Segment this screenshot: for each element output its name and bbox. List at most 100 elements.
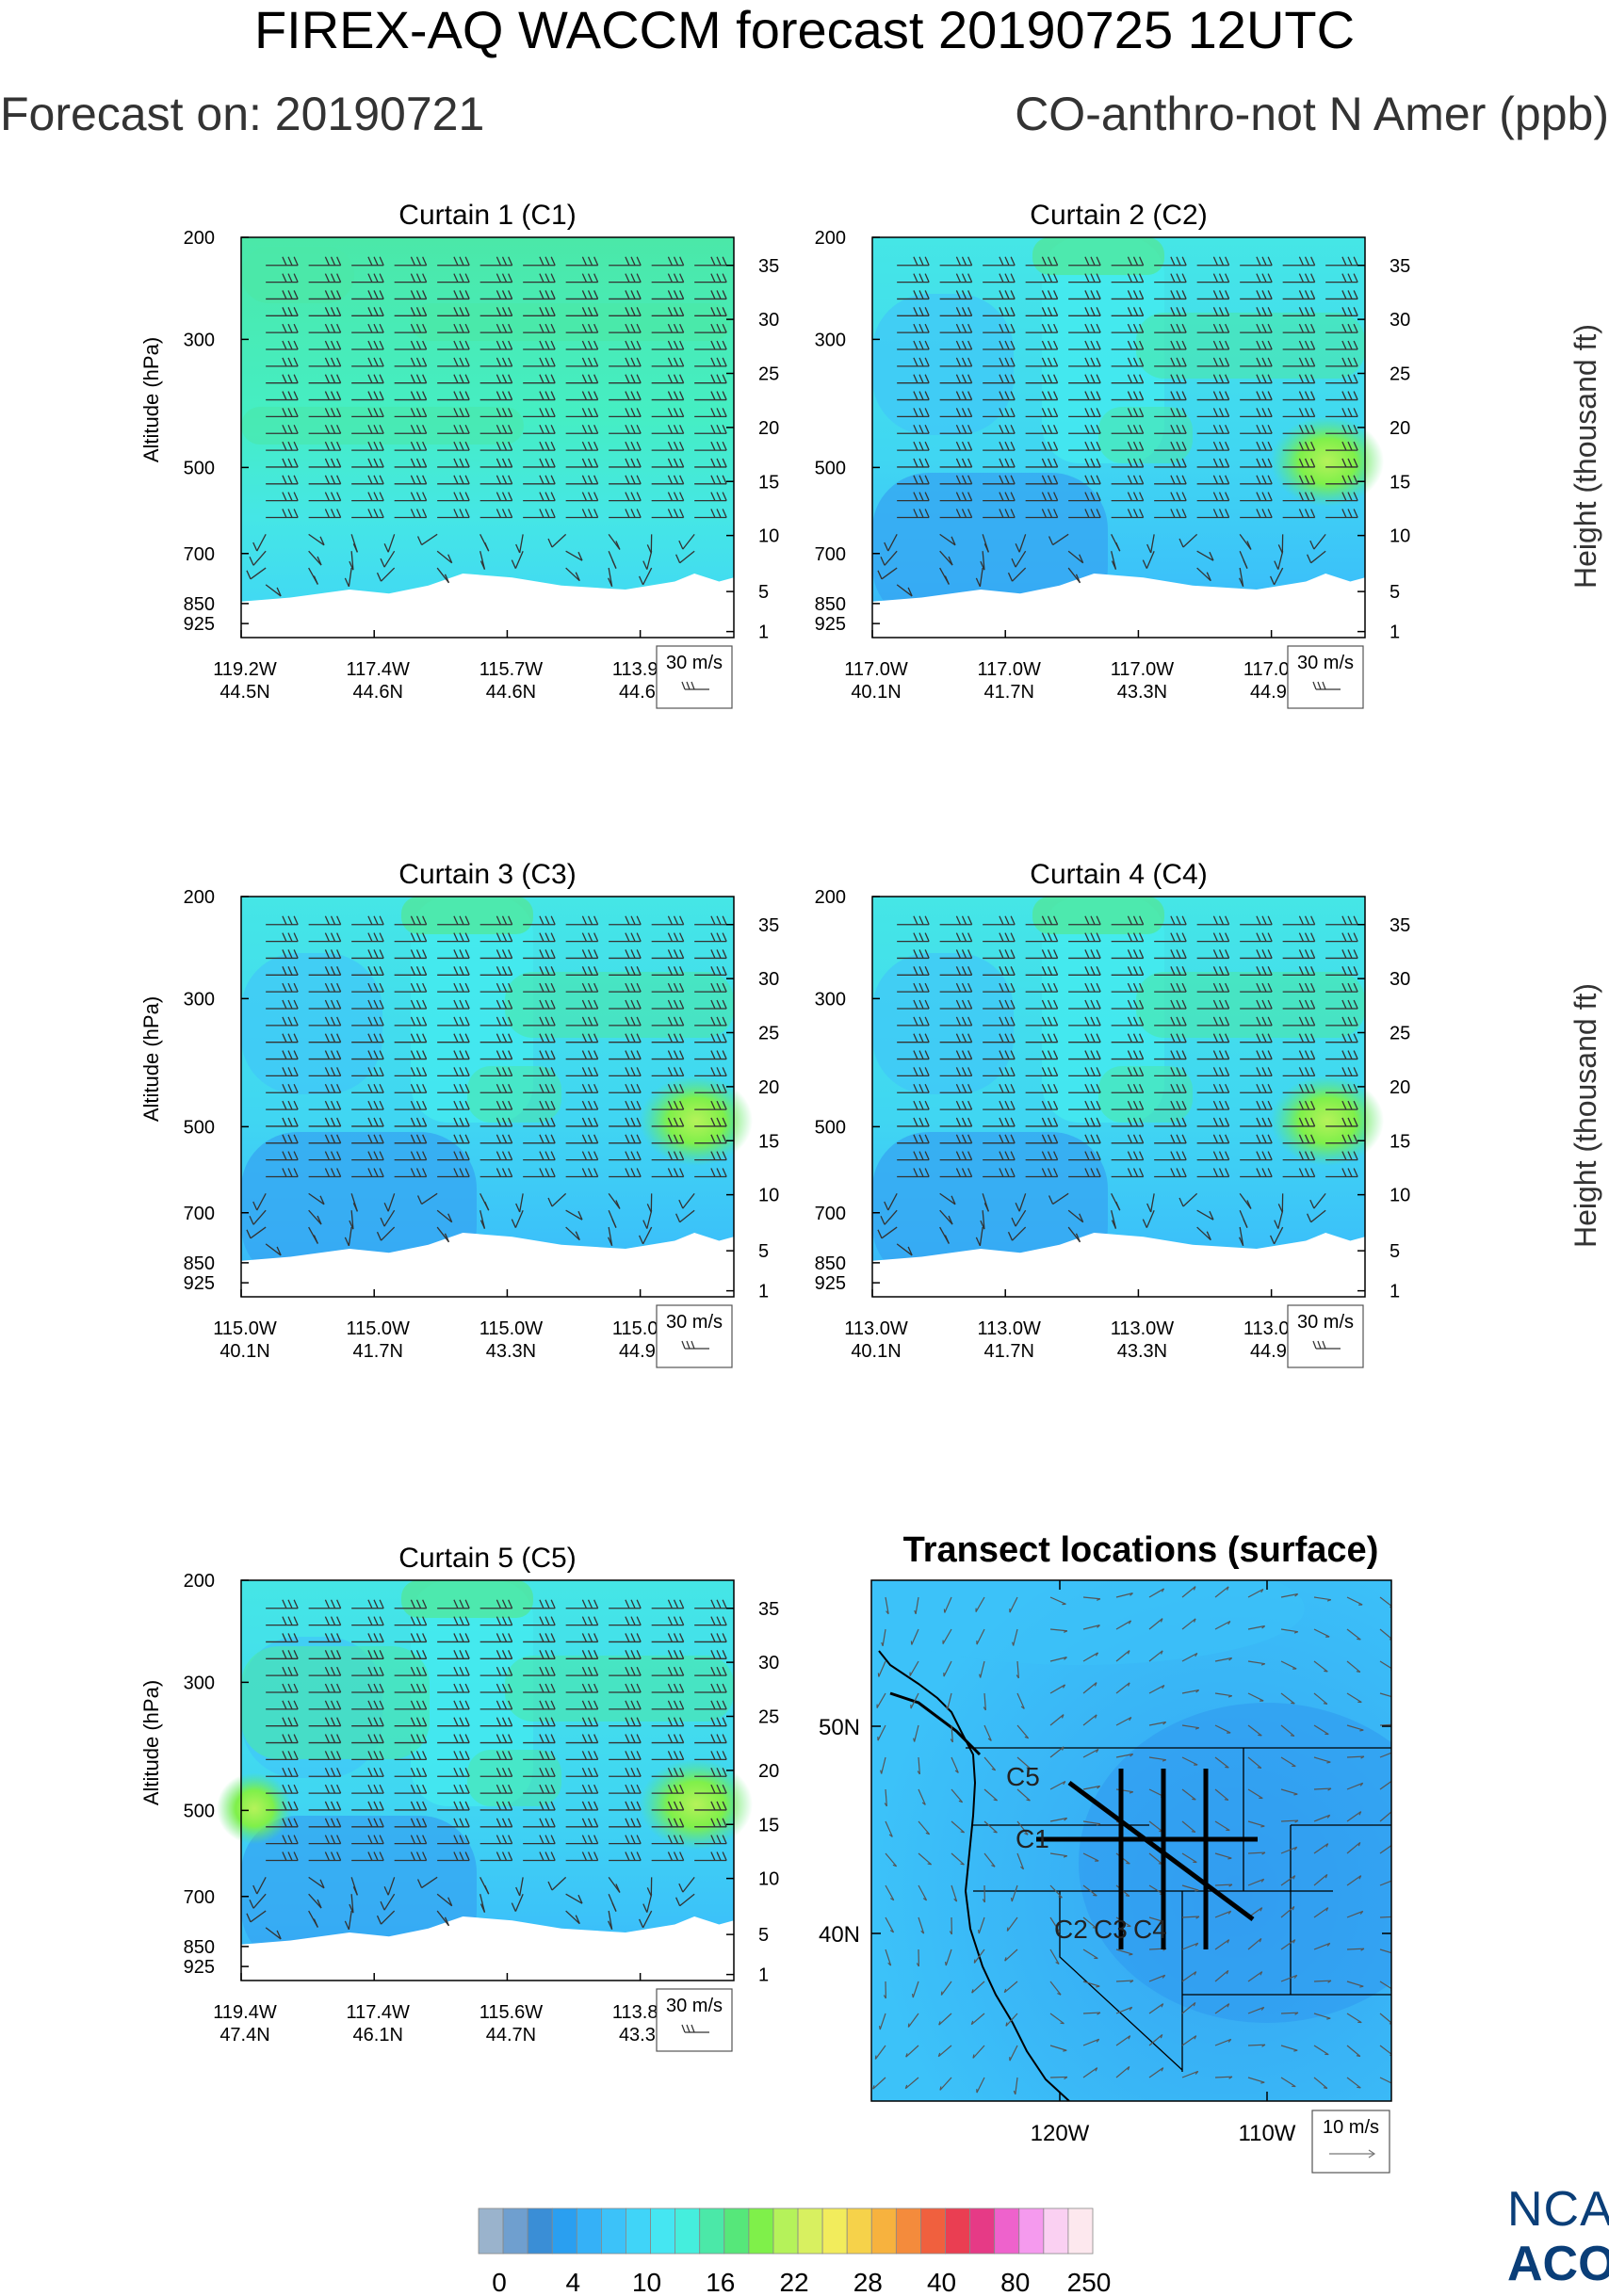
wind-barb-flag (1341, 1151, 1347, 1160)
wind-barb-flag (373, 475, 379, 485)
wind-barb-flag (410, 1083, 416, 1093)
wind-barb-flag (716, 441, 722, 451)
wind-barb-flag (282, 441, 287, 451)
wind-barb-flag (367, 999, 373, 1010)
wind-barb-flag (1176, 475, 1181, 485)
wind-barb-flag (1090, 932, 1096, 942)
wind-barb-flag (319, 1879, 325, 1889)
map-wind-arrow (885, 1948, 892, 1966)
wind-barb-flag (453, 1016, 459, 1027)
wind-barb-flag (453, 999, 459, 1010)
wind-barb-flag (539, 475, 544, 485)
wind-barb-flag (630, 290, 636, 299)
wind-barb-flag (367, 1633, 373, 1642)
wind-barb-flag (1127, 1050, 1133, 1059)
wind-barb-flag (539, 340, 544, 350)
wind-barb-flag (464, 1117, 470, 1127)
height-tick-label: 35 (1390, 256, 1410, 277)
map-wind-arrow (1346, 1981, 1364, 1987)
wind-barb-flag (722, 340, 727, 350)
wind-barb-flag (544, 408, 550, 417)
wind-barb-flag (287, 1100, 293, 1110)
wind-barb (646, 551, 653, 570)
wind-barb-flag (924, 1168, 930, 1177)
wind-barb-flag (913, 458, 918, 468)
wind-barb-flag (293, 949, 299, 959)
wind-barb (350, 1894, 354, 1914)
wind-barb-flag (673, 340, 679, 350)
map-wind-arrowhead (1257, 1767, 1261, 1770)
wind-barb-flag (373, 1666, 379, 1676)
wind-barb-flag (410, 509, 416, 518)
wind-barb-flag (422, 424, 428, 434)
wind-barb-flag (453, 374, 459, 383)
wind-barb-flag (550, 1616, 556, 1625)
wind-barb-flag (422, 915, 428, 926)
wind-barb-flag (1310, 1134, 1316, 1144)
wind-barb-flag (415, 1616, 422, 1625)
wind-barb-flag (373, 1818, 379, 1828)
wind-barb-flag (1096, 1050, 1101, 1059)
wind-barb-flag (464, 1134, 470, 1144)
wind-barb-flag (1096, 932, 1101, 942)
wind-barb-flag (1310, 475, 1316, 485)
wind-barb-flag (410, 323, 416, 333)
wind-barb-flag (336, 932, 342, 942)
wind-barb-flag (1310, 391, 1316, 400)
wind-barb-flag (918, 323, 924, 333)
wind-barb-flag (1139, 1016, 1145, 1027)
wind-barb-flag (330, 1700, 336, 1710)
wind-barb-flag (1298, 458, 1305, 468)
wind-barb (1150, 1193, 1155, 1213)
wind-barb-flag (336, 1100, 342, 1110)
wind-barb-flag (1261, 1151, 1267, 1160)
wind-barb-flag (1212, 307, 1219, 316)
map-wind-arrowhead (1195, 1690, 1200, 1693)
wind-barb-flag (673, 441, 679, 451)
map-wind-arrow (983, 1852, 996, 1868)
wind-barb-flag (447, 1897, 453, 1907)
wind-barb-flag (630, 1650, 636, 1659)
wind-barb-flag (967, 1168, 973, 1177)
wind-barb-flag (249, 557, 254, 566)
wind-barb-flag (282, 1083, 287, 1093)
wind-barb (679, 1209, 695, 1223)
wind-barb-flag (636, 340, 642, 350)
wind-barb-flag (496, 1616, 502, 1625)
wind-barb-flag (410, 340, 416, 350)
map-wind-arrow (879, 2013, 886, 2030)
wind-barb-flag (722, 982, 727, 993)
wind-barb-flag (508, 1100, 513, 1110)
wind-barb-flag (1218, 441, 1225, 451)
wind-barb-flag (1090, 1050, 1096, 1059)
wind-barb-flag (1090, 509, 1096, 518)
wind-barb-flag (1090, 391, 1096, 400)
map-wind-arrow (1013, 1628, 1018, 1646)
wind-barb-flag (625, 1835, 630, 1844)
wind-barb-flag (581, 1767, 588, 1777)
wind-barb-flag (1304, 1016, 1310, 1027)
wind-barb-flag (1090, 323, 1096, 333)
wind-barb (1018, 534, 1027, 553)
wind-barb-flag (1353, 1134, 1358, 1144)
wind-barb-flag (373, 424, 379, 434)
wind-barb-flag (667, 340, 674, 350)
wind-barb-flag (1225, 357, 1230, 367)
map-wind-arrowhead (1390, 2054, 1391, 2057)
wind-barb-flag (913, 391, 918, 400)
wind-barb-flag (1004, 273, 1010, 283)
wind-barb-flag (673, 1050, 679, 1059)
wind-barb-flag (373, 273, 379, 283)
wind-barb-flag (1347, 424, 1353, 434)
map-wind-arrowhead (1260, 1878, 1265, 1883)
map-wind-arrow (878, 1660, 886, 1677)
wind-barb-flag (508, 1751, 513, 1760)
wind-barb-flag (673, 999, 679, 1010)
map-wind-arrowhead (1062, 1684, 1066, 1689)
wind-barb-flag (625, 307, 630, 316)
wind-barb-flag (415, 441, 422, 451)
wind-barb-flag (1047, 982, 1053, 993)
height-tick-label: 5 (758, 1241, 769, 1262)
wind-barb-flag (1218, 374, 1225, 383)
